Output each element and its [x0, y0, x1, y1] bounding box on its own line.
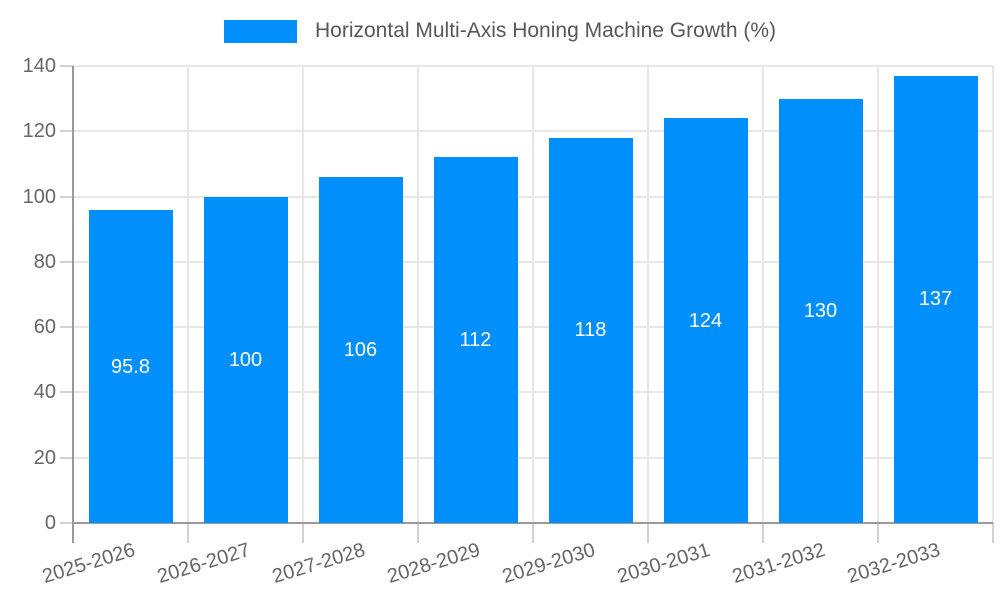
y-axis-label: 60 — [33, 316, 56, 339]
legend-series-label: Horizontal Multi-Axis Honing Machine Gro… — [315, 19, 776, 42]
x-axis-tick — [647, 523, 649, 543]
bar-value-label: 124 — [688, 309, 723, 332]
bar-2027-2028[interactable]: 106 — [318, 176, 403, 523]
x-axis-tick — [417, 523, 419, 543]
y-axis-tick — [60, 391, 73, 394]
bar-2030-2031[interactable]: 124 — [663, 118, 748, 523]
legend[interactable]: Horizontal Multi-Axis Honing Machine Gro… — [0, 19, 1000, 43]
bar-value-label: 95.8 — [111, 355, 150, 378]
gridline-vertical — [992, 66, 994, 523]
bar-value-label: 100 — [228, 348, 263, 371]
bar-2031-2032[interactable]: 130 — [778, 98, 863, 523]
bar-2028-2029[interactable]: 112 — [433, 157, 518, 523]
x-axis-tick — [992, 523, 994, 543]
y-axis-label: 0 — [44, 512, 56, 534]
gridline-vertical — [532, 66, 534, 523]
gridline-vertical — [417, 66, 419, 523]
y-axis-tick — [60, 456, 73, 459]
x-axis-tick — [187, 523, 189, 543]
y-axis-tick — [60, 195, 73, 198]
gridline-vertical — [302, 66, 304, 523]
gridline-vertical — [187, 66, 189, 523]
bar-value-label: 106 — [343, 338, 378, 361]
y-axis-tick — [60, 65, 73, 67]
bar-2029-2030[interactable]: 118 — [548, 137, 633, 523]
bar-value-label: 137 — [918, 288, 953, 311]
x-axis-tick — [877, 523, 879, 543]
y-axis-tick — [60, 522, 73, 524]
bar-value-label: 112 — [459, 329, 492, 352]
bar-2026-2027[interactable]: 100 — [203, 196, 288, 523]
bar-value-label: 118 — [574, 319, 607, 342]
gridline-vertical — [877, 66, 879, 523]
gridline-vertical — [762, 66, 764, 523]
bar-2032-2033[interactable]: 137 — [893, 75, 978, 523]
bar-2025-2026[interactable]: 95.8 — [88, 210, 173, 523]
y-axis-line — [72, 66, 74, 541]
y-axis-tick — [60, 260, 73, 263]
y-axis-label: 120 — [22, 120, 56, 143]
x-axis-tick — [762, 523, 764, 543]
x-axis-line — [73, 522, 993, 524]
y-axis-label: 100 — [22, 185, 56, 208]
y-axis-label: 20 — [33, 446, 56, 469]
y-axis-tick — [60, 130, 73, 133]
x-axis-tick — [302, 523, 304, 543]
y-axis-tick — [60, 326, 73, 329]
bar-value-label: 130 — [803, 299, 838, 322]
y-axis-label: 80 — [33, 250, 56, 273]
y-axis-label: 140 — [22, 55, 56, 77]
y-axis-label: 40 — [33, 381, 56, 404]
legend-swatch — [224, 19, 297, 43]
gridline-vertical — [647, 66, 649, 523]
x-axis-tick — [532, 523, 534, 543]
